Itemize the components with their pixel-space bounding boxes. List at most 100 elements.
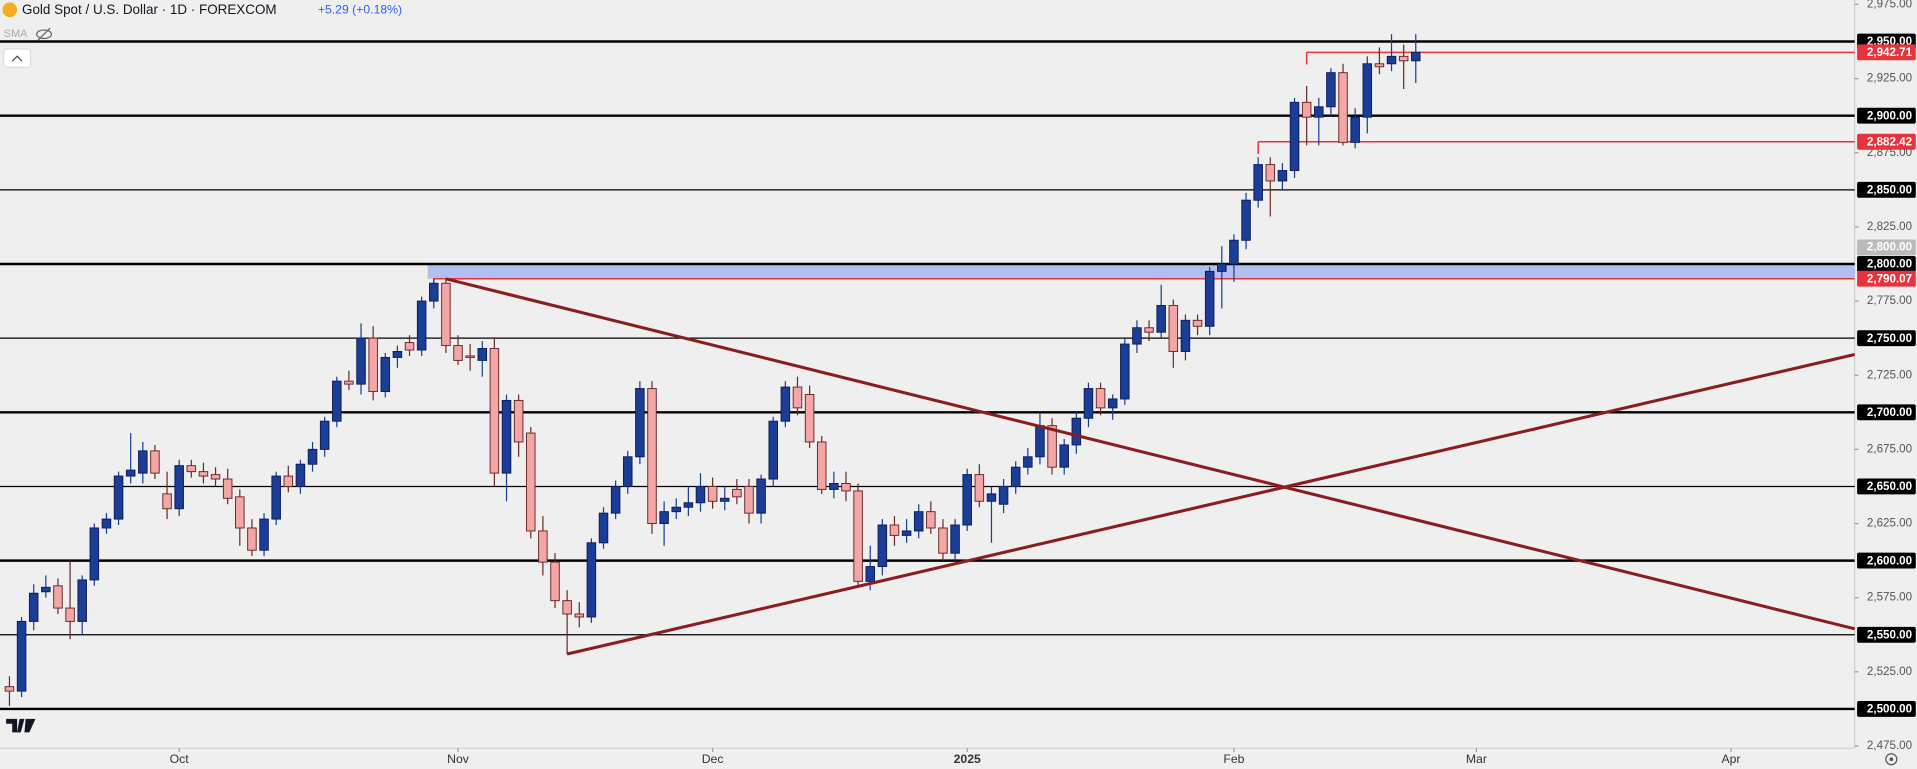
candle-body: [695, 485, 706, 504]
candle-body: [1047, 425, 1057, 468]
candle-body: [1277, 170, 1288, 182]
candle-body: [732, 488, 742, 498]
level-label: 2,882.42: [1867, 135, 1912, 148]
trendline: [566, 352, 1855, 656]
candle-body: [16, 620, 27, 692]
level-label: 2,850.00: [1867, 184, 1912, 197]
candle-body: [1229, 239, 1239, 265]
candle-body: [210, 474, 221, 480]
level-label-box: [1857, 404, 1916, 421]
x-tick-label: Oct: [170, 752, 190, 766]
candle-body: [101, 518, 112, 529]
candle-body: [429, 282, 439, 302]
candle-body: [368, 337, 378, 393]
level-label-box: [1857, 44, 1916, 61]
candle-body: [501, 399, 512, 474]
candle-body: [477, 348, 488, 361]
candle-body: [77, 579, 87, 622]
candle-body: [1314, 106, 1324, 118]
candle-body: [1338, 72, 1348, 143]
level-label-box: [1857, 626, 1916, 643]
candle-body: [1120, 343, 1130, 400]
candle-body: [150, 450, 160, 474]
y-tick-label: 2,675.00: [1867, 442, 1912, 455]
candle-body: [841, 482, 851, 492]
level-label-box: [1857, 552, 1916, 569]
band-label-box: [1857, 239, 1916, 256]
candle-body: [332, 380, 342, 422]
indicator-label[interactable]: SMA: [4, 28, 28, 40]
candle-body: [877, 524, 888, 568]
candle-body: [659, 511, 669, 525]
candle-body: [89, 527, 100, 581]
candle-body: [671, 506, 682, 513]
candle-body: [1411, 51, 1421, 62]
candle-body: [416, 300, 427, 351]
candle-body: [1326, 72, 1336, 108]
candle-body: [1217, 263, 1227, 272]
y-tick-label: 2,475.00: [1867, 739, 1912, 752]
candle-body: [1059, 444, 1069, 468]
candle-body: [283, 475, 294, 487]
candle-body: [392, 351, 403, 358]
y-tick-label: 2,975.00: [1867, 0, 1912, 11]
candle-body: [53, 585, 63, 609]
candle-body: [198, 471, 209, 477]
level-label: 2,700.00: [1867, 406, 1912, 419]
candle-body: [926, 511, 936, 529]
level-label-box: [1857, 107, 1916, 124]
candle-body: [647, 388, 657, 525]
candle-body: [1168, 305, 1179, 352]
level-label: 2,600.00: [1867, 554, 1912, 567]
tradingview-logo: [6, 718, 36, 733]
candle-body: [186, 465, 197, 473]
y-tick-label: 2,725.00: [1867, 368, 1912, 381]
candle-body: [550, 561, 560, 602]
candle-body: [792, 386, 803, 409]
collapse-button[interactable]: [3, 48, 32, 68]
candle-body: [513, 399, 524, 443]
candle-body: [1010, 466, 1021, 487]
candle-body: [1362, 63, 1373, 118]
candle-body: [938, 527, 948, 554]
candle-body: [974, 474, 985, 502]
y-tick-label: 2,575.00: [1867, 591, 1912, 604]
level-label-box: [1857, 256, 1916, 272]
candle-body: [586, 542, 597, 618]
candle-body: [1023, 456, 1033, 468]
symbol-title: Gold Spot / U.S. Dollar · 1D · FOREXCOM: [22, 2, 277, 17]
symbol-icon: [2, 2, 18, 18]
candle-body: [404, 342, 415, 351]
candle-body: [816, 441, 827, 490]
candle-body: [768, 420, 779, 480]
candle-body: [1095, 388, 1106, 409]
level-label: 2,550.00: [1867, 628, 1912, 641]
candle-body: [756, 478, 766, 514]
candle-body: [1398, 55, 1409, 62]
candle-body: [1192, 319, 1203, 327]
candle-body: [235, 496, 245, 529]
candle-body: [259, 518, 269, 551]
candle-body: [138, 450, 148, 474]
candle-body: [41, 586, 51, 593]
y-tick-label: 2,525.00: [1867, 665, 1912, 678]
candle-body: [380, 356, 391, 393]
level-label-box: [1857, 181, 1916, 198]
candle-body: [1144, 327, 1154, 333]
candle-body: [1083, 388, 1094, 419]
candle-body: [853, 490, 863, 582]
candle-body: [4, 686, 15, 692]
candle-body: [525, 432, 536, 532]
candle-body: [1265, 164, 1276, 182]
level-label-box: [1857, 478, 1916, 495]
settings-icon[interactable]: [1885, 753, 1898, 766]
candle-body: [113, 475, 124, 520]
candle-body: [804, 394, 815, 443]
candle-body: [986, 493, 997, 502]
level-label-box: [1857, 270, 1916, 287]
candle-body: [829, 482, 839, 490]
visibility-icon[interactable]: [36, 27, 52, 41]
candle-body: [574, 613, 585, 618]
candle-body: [465, 355, 475, 358]
